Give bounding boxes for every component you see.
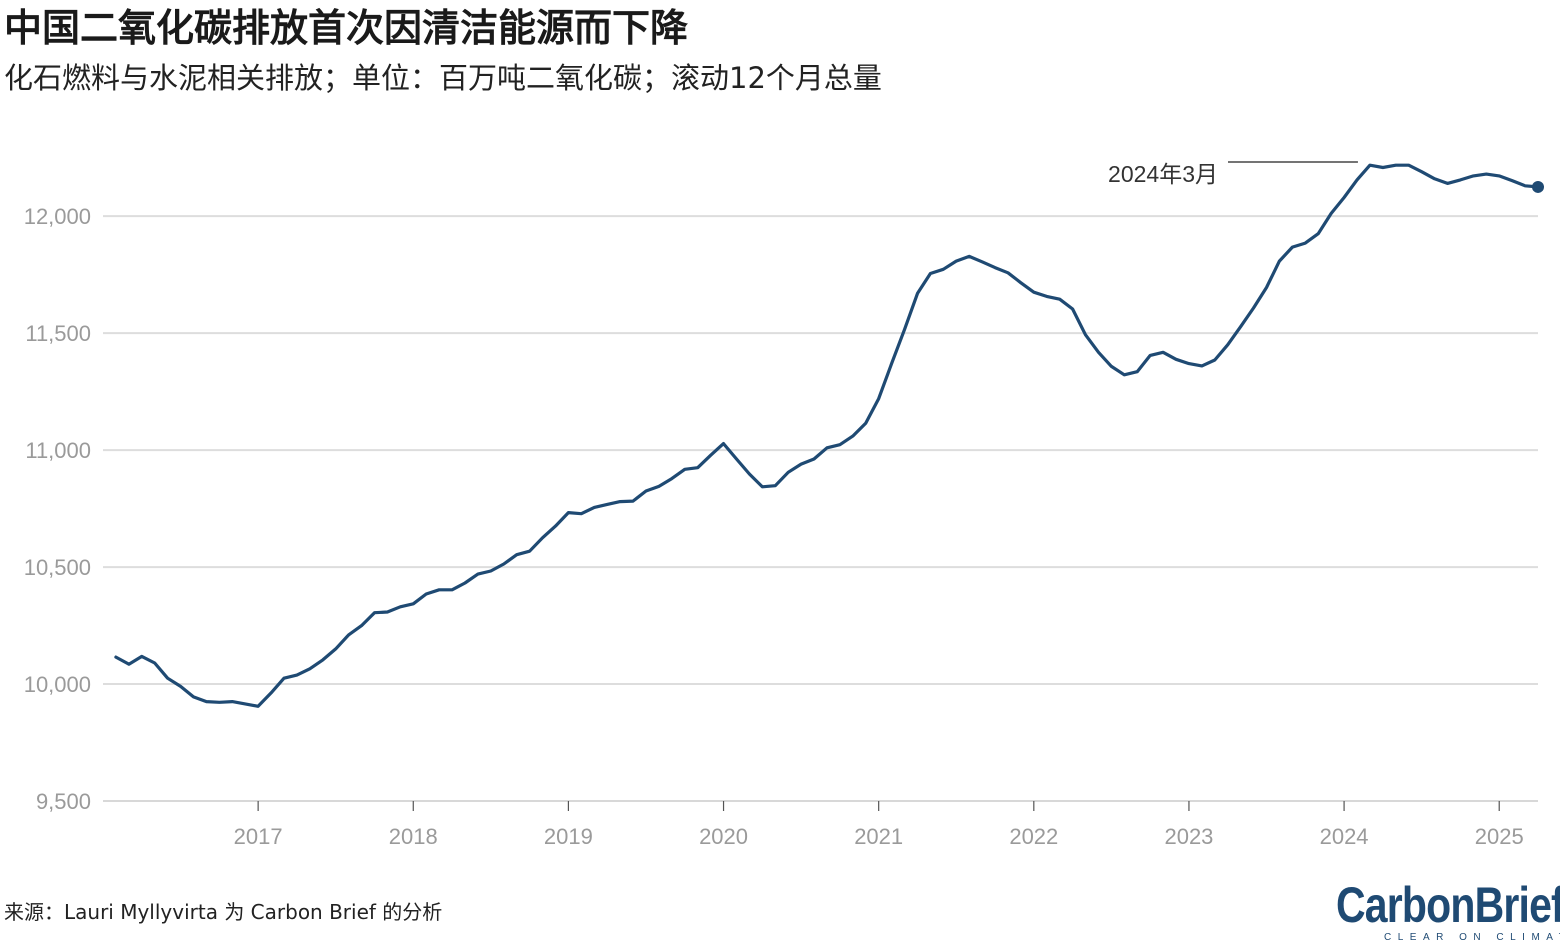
annotation-layer: 2024年3月	[1108, 161, 1358, 187]
x-tick-label: 2022	[1009, 824, 1058, 849]
y-tick-label: 11,500	[25, 321, 91, 346]
source-note: 来源：Lauri Myllyvirta 为 Carbon Brief 的分析	[4, 900, 443, 924]
line-chart: 2017 2018 2019 2020 2021 2022 2023 2024 2025 9,5…	[24, 161, 1544, 849]
latest-point-marker	[1532, 180, 1544, 193]
series-layer	[114, 163, 1544, 708]
x-tick-label: 2018	[389, 824, 438, 849]
y-tick-label: 9,500	[36, 789, 91, 814]
x-tick-label: 2024	[1320, 824, 1369, 849]
y-axis: 9,500 10,000 10,500 11,000 11,500 12,000	[24, 204, 91, 814]
grid-layer	[103, 215, 1538, 802]
x-tick-label: 2017	[234, 824, 283, 849]
x-tick-label: 2023	[1164, 824, 1213, 849]
chart-title: 中国二氧化碳排放首次因清洁能源而下降	[4, 6, 689, 50]
annotation-label: 2024年3月	[1108, 161, 1218, 187]
y-tick-label: 12,000	[24, 204, 91, 229]
x-tick-label: 2020	[699, 824, 748, 849]
y-tick-label: 11,000	[25, 438, 91, 463]
chart-subtitle: 化石燃料与水泥相关排放；单位：百万吨二氧化碳；滚动12个月总量	[4, 61, 882, 95]
carbonbrief-logo[interactable]: CarbonBrief CLEAR ON CLIMATE	[1336, 880, 1560, 944]
emissions-line	[114, 163, 1540, 708]
logo-tagline: CLEAR ON CLIMATE	[1384, 932, 1560, 943]
x-tick-label: 2021	[854, 824, 903, 849]
x-tick-label: 2019	[544, 824, 593, 849]
y-tick-label: 10,000	[24, 672, 91, 697]
x-axis: 2017 2018 2019 2020 2021 2022 2023 2024 2025	[234, 801, 1524, 849]
x-tick-label: 2025	[1475, 824, 1524, 849]
y-tick-label: 10,500	[24, 555, 91, 580]
logo-wordmark: CarbonBrief	[1336, 877, 1560, 933]
